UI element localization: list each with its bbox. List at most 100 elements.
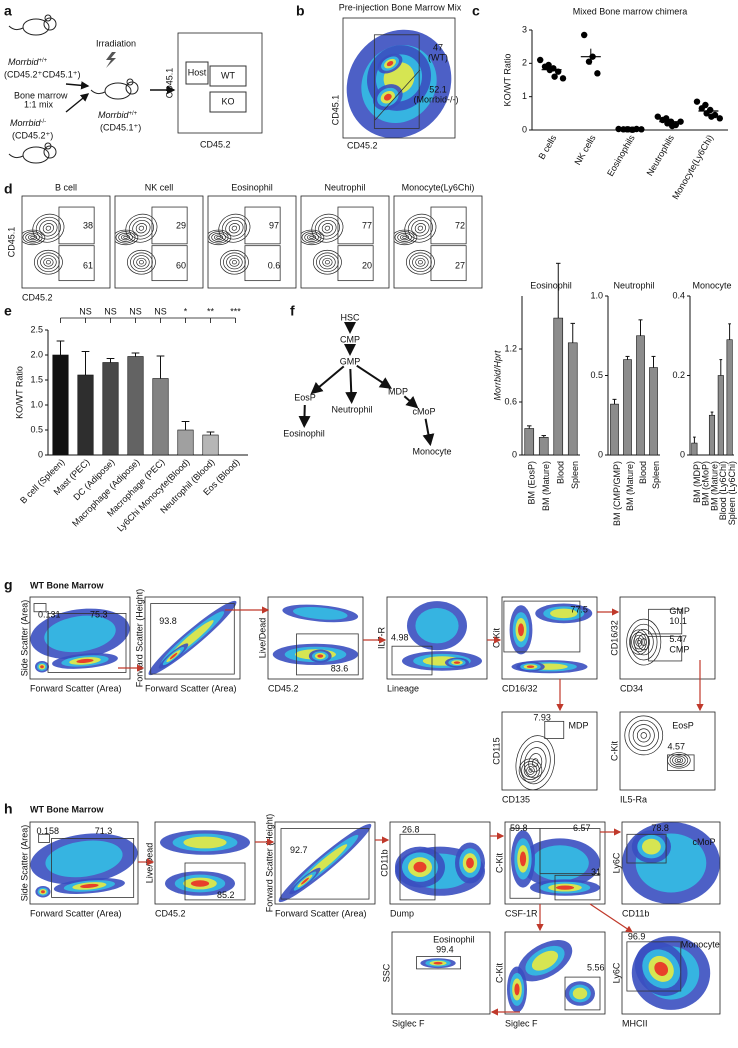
gate <box>184 862 246 901</box>
irradiation-label: Irradiation <box>96 38 136 48</box>
bar <box>567 342 578 456</box>
density <box>433 961 443 965</box>
lineage-node: cMoP <box>412 406 435 416</box>
mouse-body <box>104 82 132 100</box>
plot-frame <box>389 821 491 905</box>
genotype: +/+ <box>39 58 48 64</box>
contour <box>126 249 156 275</box>
contour <box>322 257 333 267</box>
gate-value: 85.2 <box>217 890 235 900</box>
gate <box>151 245 188 282</box>
contour <box>135 223 148 234</box>
plot-frame <box>501 596 598 680</box>
gate <box>33 603 47 613</box>
lineage-node: CMP <box>340 334 360 344</box>
plot-frame <box>393 195 483 289</box>
y-tick-label: 0 <box>512 449 517 459</box>
y-tick-label: 0.6 <box>504 396 517 406</box>
x-tick-label: Spleen (Ly6Chi) <box>727 461 737 525</box>
lineage-node: HSC <box>340 312 360 322</box>
mouse-body <box>22 18 50 36</box>
wt-percent: 29 <box>176 220 186 230</box>
gene-name: Morrbid <box>10 118 42 128</box>
contour <box>526 766 535 775</box>
y-tick-label: 2.0 <box>30 349 43 359</box>
y-axis-label: Live/Dead <box>257 618 267 659</box>
flow-plot <box>145 597 240 679</box>
contour <box>214 234 224 241</box>
mouse-ear <box>126 78 134 86</box>
bar <box>708 414 716 456</box>
gate <box>667 754 695 771</box>
y-axis-label: CD11b <box>379 849 389 876</box>
data-point <box>615 125 622 133</box>
contour <box>30 235 35 239</box>
plot-frame <box>386 596 488 680</box>
contour <box>415 257 426 267</box>
contour <box>123 235 128 239</box>
plot-title: Pre-injection Bone Marrow Mix <box>339 2 462 12</box>
flow-plot <box>505 932 605 1014</box>
plot-background <box>392 932 490 1014</box>
bar <box>610 403 619 456</box>
contour <box>628 719 659 751</box>
contour <box>324 225 331 231</box>
panel-label: d <box>4 181 13 197</box>
y-axis-label: C-Kit <box>609 741 619 761</box>
flow-plot <box>620 712 715 790</box>
gate-value: 96.9 <box>628 931 646 941</box>
flow-plot <box>301 196 389 288</box>
gate <box>337 245 374 282</box>
y-axis-label: SSC <box>381 963 391 982</box>
ko-gate <box>209 91 247 113</box>
plot-frame <box>29 596 131 680</box>
flow-plot <box>22 196 110 288</box>
density <box>519 851 527 867</box>
mouse-ear <box>44 14 52 22</box>
x-axis-label: CD45.2 <box>268 683 299 693</box>
contour <box>40 255 57 270</box>
gate <box>58 206 95 245</box>
wt-percent: 38 <box>83 220 93 230</box>
density <box>45 840 123 878</box>
x-axis-label: CD45.2 <box>22 292 53 302</box>
density <box>526 665 535 668</box>
contour <box>417 260 423 265</box>
y-tick-label: 3 <box>522 24 527 34</box>
density <box>555 885 575 890</box>
bar <box>538 437 549 456</box>
contour <box>45 225 52 231</box>
significance-label: * <box>184 306 188 316</box>
contour <box>223 252 246 272</box>
gate-value: 75.3 <box>90 609 108 619</box>
section-title: WT Bone Marrow <box>30 804 104 814</box>
contour <box>417 225 424 231</box>
plot-background <box>115 196 203 288</box>
y-axis-label: C-Kit <box>494 853 504 873</box>
gate <box>280 828 370 900</box>
data-point <box>551 73 558 80</box>
gate <box>554 874 601 901</box>
x-tick-label: BM (CMP/GMP) <box>612 461 622 526</box>
x-axis-label: CD135 <box>502 794 530 804</box>
contour <box>402 235 407 239</box>
gate <box>38 833 50 843</box>
x-tick-label: BM (MDP) <box>692 461 702 503</box>
gate-divider <box>374 69 421 121</box>
x-tick-label: Spleen <box>651 461 661 489</box>
wt-percent: 47 <box>433 42 443 52</box>
chart-title: Mixed Bone marrow chimera <box>573 6 688 16</box>
contour <box>118 232 133 242</box>
flow-plot <box>275 822 375 904</box>
plot-frame <box>144 596 241 680</box>
flow-plot <box>622 932 720 1014</box>
mouse-tail <box>8 25 24 31</box>
gate <box>151 206 188 245</box>
density <box>413 861 427 873</box>
ko-percent: 60 <box>176 260 186 270</box>
gate <box>150 603 235 675</box>
chart-title: Neutrophil <box>613 280 654 290</box>
gate <box>648 608 683 635</box>
contour <box>136 257 147 267</box>
